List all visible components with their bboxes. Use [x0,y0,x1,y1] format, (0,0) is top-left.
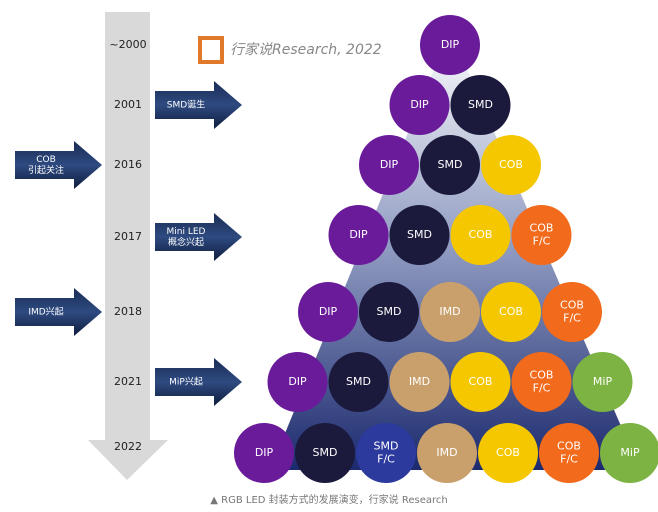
package-circle [481,135,541,195]
package-circle [572,352,633,412]
package-label: SMD [346,375,371,388]
event-arrow [152,81,242,129]
package-circle [450,205,511,265]
package-circle [420,282,480,342]
package-circle [328,352,389,412]
event-label: 引起关注 [28,164,64,176]
year-label: 2016 [114,158,142,171]
package-circle [450,75,511,135]
package-label: COB [496,446,520,459]
package-label: DIP [349,228,368,241]
package-label: MiP [620,446,640,459]
package-circle [295,423,355,483]
event-arrow [152,358,242,406]
logo-text: 行家说Research, 2022 [230,42,382,58]
package-label: F/C [560,453,578,466]
event-arrow [12,141,102,189]
package-label: SMD [438,158,463,171]
package-label: COB [530,369,554,382]
package-label: DIP [319,305,338,318]
event-edge [152,368,155,396]
package-label: F/C [563,312,581,325]
package-circle [450,352,511,412]
event-edge [12,298,15,326]
package-label: SMD [374,440,399,453]
year-label: 2018 [114,305,142,318]
year-label: 2022 [114,440,142,453]
timeline-arrow [88,12,168,480]
event-label: IMD兴起 [28,307,63,318]
event-label: MiP兴起 [169,377,203,388]
year-label: 2017 [114,230,142,243]
package-circle [478,423,538,483]
year-label: 2001 [114,98,142,111]
package-circle [511,352,572,412]
package-label: DIP [380,158,399,171]
package-label: DIP [441,38,460,51]
package-label: COB [469,228,493,241]
package-label: COB [469,375,493,388]
package-label: DIP [255,446,274,459]
event-label: Mini LED [167,227,206,237]
package-label: IMD [439,305,460,318]
package-circle [389,352,450,412]
package-circle [420,15,480,75]
package-label: SMD [313,446,338,459]
package-circle [389,75,450,135]
package-circle [389,205,450,265]
package-circle [539,423,599,483]
package-label: IMD [436,446,457,459]
event-edge [12,151,15,179]
year-label: 2021 [114,375,142,388]
package-circle [234,423,294,483]
package-label: IMD [409,375,430,388]
package-label: COB [499,305,523,318]
package-label: SMD [468,98,493,111]
package-circle [417,423,477,483]
package-label: COB [560,299,584,312]
package-label: DIP [410,98,429,111]
package-label: DIP [288,375,307,388]
event-arrow [152,213,242,261]
package-circle [359,135,419,195]
caption: ▲ RGB LED 封装方式的发展演变，行家说 Research [210,493,447,506]
logo-icon [198,36,224,64]
event-arrow [12,288,102,336]
package-label: F/C [377,453,395,466]
package-label: COB [530,222,554,235]
package-label: MiP [593,375,613,388]
package-circle [359,282,419,342]
year-label: ~2000 [109,38,146,51]
package-circle [356,423,416,483]
package-label: SMD [377,305,402,318]
package-circle [511,205,572,265]
package-circle [298,282,358,342]
package-label: SMD [407,228,432,241]
event-edge [152,223,155,251]
event-label: SMD诞生 [167,99,205,111]
package-label: COB [557,440,581,453]
event-label: 概念兴起 [168,236,204,248]
event-label: COB [36,155,56,165]
package-circle [420,135,480,195]
event-edge [152,91,155,119]
package-label: COB [499,158,523,171]
package-circle [542,282,602,342]
package-label: F/C [533,382,551,395]
package-circle [328,205,389,265]
package-circle [481,282,541,342]
package-circle [267,352,328,412]
package-circle [600,423,658,483]
content: ~2000200120162017201820212022SMD诞生COB引起关… [12,15,658,483]
package-label: F/C [533,235,551,248]
